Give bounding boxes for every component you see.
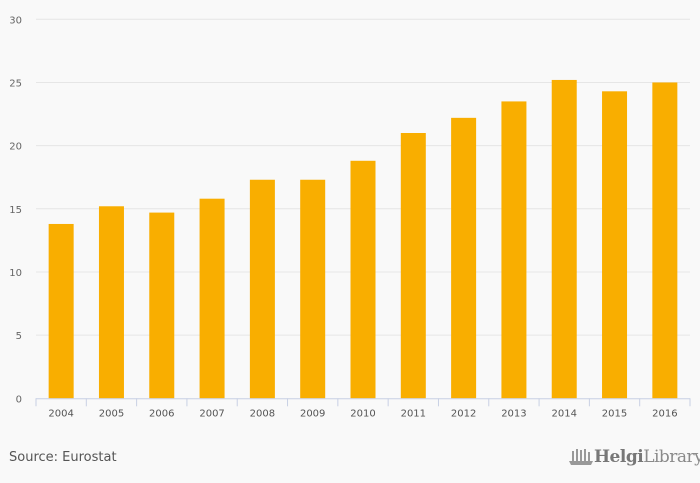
x-tick-label: 2010	[350, 408, 375, 419]
y-tick-label: 10	[9, 268, 22, 279]
bar	[501, 101, 527, 399]
bar	[602, 91, 628, 399]
x-tick-label: 2013	[501, 408, 526, 419]
x-tick-label: 2015	[602, 408, 627, 419]
x-tick-label: 2012	[451, 408, 476, 419]
y-tick-label: 5	[16, 331, 22, 342]
x-tick-label: 2006	[149, 408, 174, 419]
bar	[249, 179, 275, 399]
y-tick-label: 25	[9, 78, 22, 89]
logo-text: Library.	[643, 447, 700, 467]
y-tick-label: 30	[9, 15, 22, 26]
library-building-icon	[569, 449, 593, 465]
bar	[350, 160, 376, 399]
bar	[98, 206, 124, 399]
logo-text-bold: Helgi	[594, 447, 644, 467]
bar	[48, 223, 74, 399]
x-tick-label: 2016	[652, 408, 677, 419]
bar	[652, 82, 678, 399]
bar	[149, 212, 175, 399]
helgi-library-logo[interactable]: HelgiLibrary.	[568, 447, 700, 467]
x-tick-label: 2007	[199, 408, 224, 419]
x-tick-label: 2004	[48, 408, 73, 419]
source-label: Source: Eurostat	[9, 450, 117, 465]
x-tick-label: 2014	[552, 408, 577, 419]
bar	[300, 179, 326, 399]
x-tick-label: 2011	[401, 408, 426, 419]
bar	[551, 79, 577, 399]
y-tick-label: 15	[9, 205, 22, 216]
x-tick-label: 2008	[250, 408, 275, 419]
bar	[451, 117, 477, 399]
bar	[199, 198, 225, 399]
x-tick-label: 2005	[99, 408, 124, 419]
bar-chart: 0 5 10 15 20 25 30 2004 2005 2006 2007 2008 2009 2010…	[9, 15, 691, 419]
x-tick-label: 2009	[300, 408, 325, 419]
y-tick-label: 0	[16, 394, 22, 405]
y-tick-label: 20	[9, 142, 22, 153]
bar	[400, 133, 426, 399]
